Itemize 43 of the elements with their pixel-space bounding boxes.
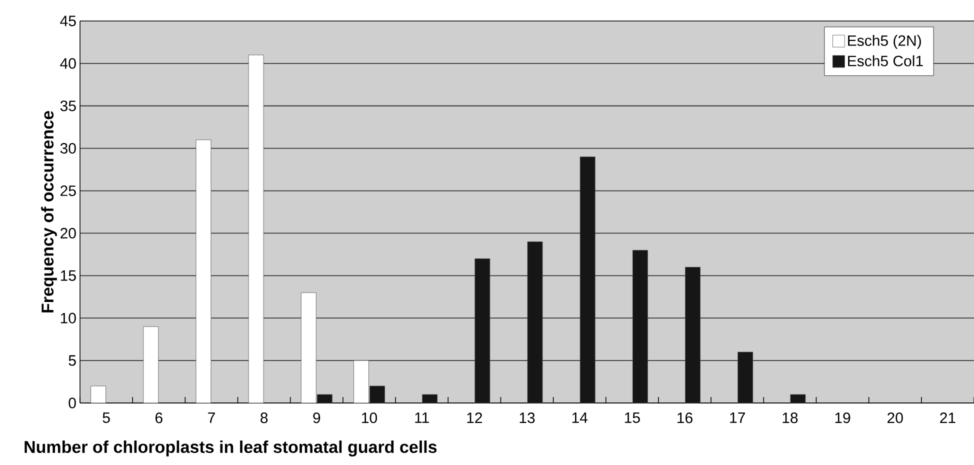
- y-tick-label: 45: [60, 16, 76, 26]
- bar: [143, 326, 159, 404]
- y-tick-label: 25: [60, 185, 76, 196]
- x-tick-label: 21: [940, 412, 956, 423]
- y-tick-label: 0: [68, 398, 76, 408]
- y-tick-label: 40: [60, 58, 76, 69]
- x-tick-label: 9: [313, 412, 320, 424]
- y-tick-label: 35: [60, 100, 76, 112]
- x-tick-label: 13: [520, 412, 535, 424]
- x-tick-label: 10: [362, 412, 377, 424]
- y-tick-label: 5: [68, 355, 76, 366]
- bar: [248, 54, 264, 404]
- y-axis-title: Frequency of occurrence: [41, 111, 57, 312]
- x-axis-title: Number of chloroplasts in leaf stomatal guard cells: [24, 440, 437, 456]
- x-tick-label: 17: [730, 412, 745, 423]
- x-tick-label: 15: [624, 412, 640, 423]
- legend-label: Esch5 (2N): [848, 34, 921, 49]
- x-tick-label: 16: [678, 412, 692, 424]
- bar: [474, 258, 490, 404]
- x-tick-label: 12: [467, 412, 482, 423]
- bar: [790, 394, 806, 404]
- x-tick-label: 11: [415, 412, 429, 423]
- x-tick-label: 7: [208, 412, 215, 423]
- bar: [685, 266, 700, 404]
- x-tick-label: 5: [102, 412, 110, 423]
- x-tick-label: 18: [782, 412, 798, 424]
- legend-label: Esch5 Col1: [848, 55, 923, 66]
- bar: [196, 140, 212, 404]
- x-tick-label: 6: [155, 412, 162, 424]
- x-tick-label: 20: [888, 412, 903, 424]
- bar: [632, 250, 648, 404]
- bar: [90, 386, 106, 404]
- bar: [527, 242, 543, 404]
- y-tick-label: 20: [60, 228, 76, 239]
- x-tick-label: 19: [835, 412, 850, 424]
- y-tick-label: 30: [60, 143, 76, 154]
- bar: [580, 156, 596, 404]
- x-tick-label: 14: [572, 412, 588, 423]
- bar: [738, 352, 754, 404]
- y-tick-label: 15: [60, 270, 76, 281]
- bar: [422, 394, 438, 404]
- y-tick-label: 10: [60, 312, 76, 324]
- x-tick-label: 8: [260, 412, 268, 424]
